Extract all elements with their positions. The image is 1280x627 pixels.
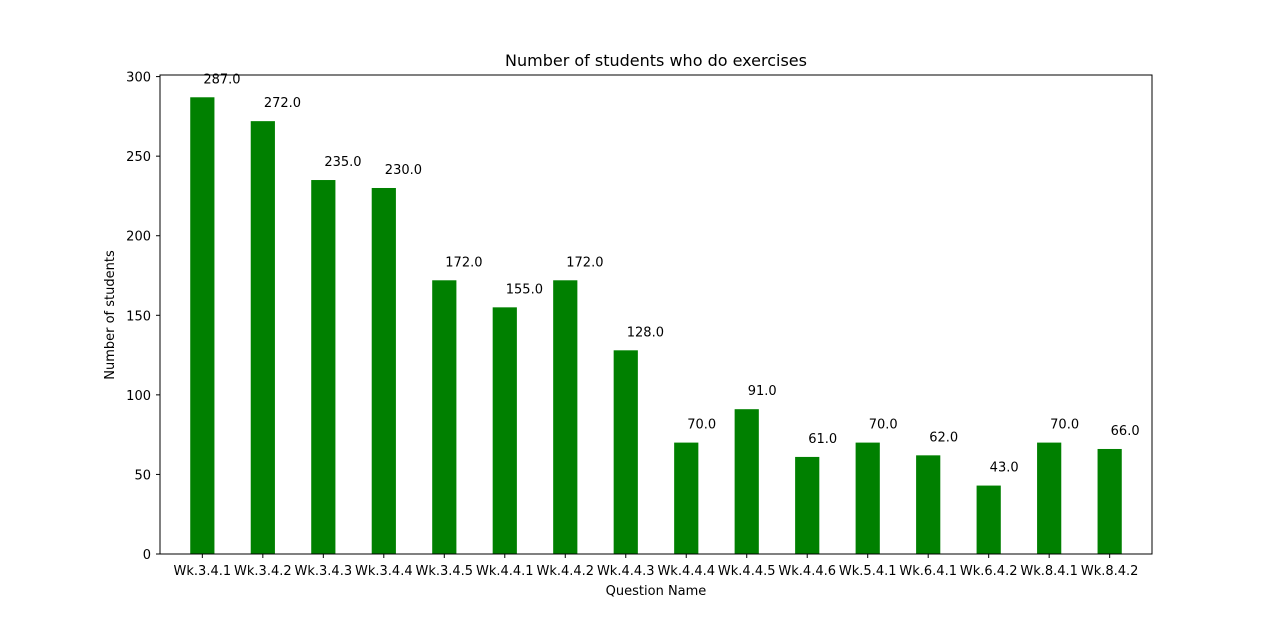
bar: [1037, 442, 1062, 554]
bar-value-label: 70.0: [869, 418, 898, 433]
bar-value-label: 172.0: [566, 255, 603, 270]
x-tick-label: Wk.4.4.4: [657, 564, 715, 579]
x-tick-label: Wk.6.4.2: [960, 564, 1018, 579]
bar: [190, 97, 215, 554]
y-tick-label: 0: [143, 548, 151, 563]
bar: [976, 485, 1001, 554]
bar: [795, 456, 820, 554]
bar: [674, 442, 699, 554]
bar: [1097, 448, 1122, 554]
bar-value-label: 128.0: [627, 325, 664, 340]
x-tick-label: Wk.3.4.1: [174, 564, 232, 579]
y-tick-label: 150: [126, 309, 151, 324]
y-axis-label: Number of students: [103, 250, 118, 380]
bar-value-label: 70.0: [1050, 418, 1079, 433]
x-tick-label: Wk.3.4.3: [295, 564, 353, 579]
bar: [371, 187, 396, 555]
x-tick-label: Wk.6.4.1: [899, 564, 957, 579]
y-tick-label: 100: [126, 389, 151, 404]
bar-value-label: 287.0: [203, 72, 240, 87]
plot-frame: [159, 74, 1153, 555]
bar: [734, 409, 759, 554]
bar: [553, 280, 578, 554]
bar-value-label: 155.0: [506, 282, 543, 297]
bar: [855, 442, 880, 554]
y-tick-label: 250: [126, 150, 151, 165]
bar: [916, 455, 941, 554]
x-tick-label: Wk.3.4.2: [234, 564, 292, 579]
y-tick-label: 200: [126, 230, 151, 245]
x-tick-label: Wk.3.4.5: [415, 564, 473, 579]
chart-title: Number of students who do exercises: [505, 51, 807, 70]
bar: [311, 180, 336, 554]
bar: [613, 350, 638, 554]
bar: [250, 121, 275, 555]
bar-value-label: 91.0: [748, 384, 777, 399]
x-tick-label: Wk.4.4.5: [718, 564, 776, 579]
x-axis-label: Question Name: [606, 584, 707, 599]
x-tick-label: Wk.4.4.1: [476, 564, 534, 579]
bar-value-label: 172.0: [445, 255, 482, 270]
bar: [492, 307, 517, 554]
bar-value-label: 70.0: [687, 418, 716, 433]
bar-value-label: 235.0: [324, 155, 361, 170]
plot-area: 287.0 272.0 235.0 230.0 172.0 155.0 172.0 128.0…: [126, 71, 1153, 579]
bar-value-label: 272.0: [264, 96, 301, 111]
x-tick-label: Wk.8.4.2: [1081, 564, 1139, 579]
y-tick-label: 300: [126, 71, 151, 86]
x-tick-label: Wk.5.4.1: [839, 564, 897, 579]
bar-value-label: 43.0: [990, 461, 1019, 476]
y-tick-label: 50: [134, 468, 151, 483]
x-tick-label: Wk.8.4.1: [1020, 564, 1078, 579]
bar: [432, 280, 457, 554]
x-tick-label: Wk.4.4.2: [536, 564, 594, 579]
x-tick-label: Wk.4.4.6: [778, 564, 836, 579]
bar-value-label: 62.0: [929, 430, 958, 445]
bar-value-label: 230.0: [385, 163, 422, 178]
bar-value-label: 66.0: [1111, 424, 1140, 439]
x-tick-label: Wk.4.4.3: [597, 564, 655, 579]
bar-value-label: 61.0: [808, 432, 837, 447]
x-tick-label: Wk.3.4.4: [355, 564, 413, 579]
